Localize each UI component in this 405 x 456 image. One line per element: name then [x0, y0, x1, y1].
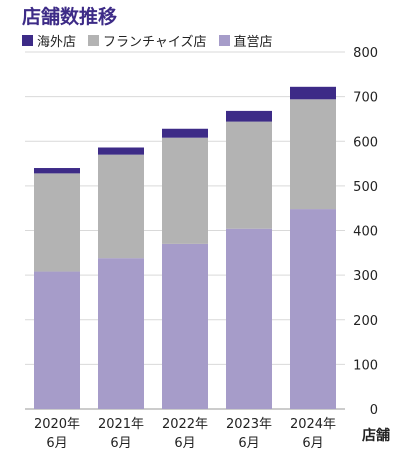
x-tick-label: 2021年: [98, 417, 144, 432]
y-tick-label: 500: [353, 180, 378, 195]
x-tick-label: 2020年: [34, 417, 80, 432]
y-axis-label: 店舗: [362, 427, 390, 444]
legend-item: 海外店: [22, 31, 76, 50]
bar-segment-フランチャイズ店: [162, 137, 208, 244]
x-tick-label: 6月: [174, 436, 195, 451]
y-tick-label: 600: [353, 135, 378, 150]
legend-swatch: [22, 35, 33, 46]
bar-segment-海外店: [34, 168, 80, 174]
legend-item: 直営店: [218, 31, 273, 50]
y-tick-label: 100: [353, 358, 378, 373]
bar-segment-直営店: [226, 228, 272, 409]
x-tick-label: 2022年: [162, 417, 208, 432]
bar-segment-海外店: [290, 86, 336, 100]
bar-segment-直営店: [98, 258, 144, 409]
y-tick-label: 800: [353, 46, 378, 61]
bar-segment-フランチャイズ店: [34, 173, 80, 272]
x-tick-label: 6月: [238, 436, 259, 451]
y-tick-label: 700: [353, 91, 378, 106]
legend-label: 海外店: [37, 35, 77, 50]
bar-segment-直営店: [34, 271, 80, 409]
bar-segment-フランチャイズ店: [226, 121, 272, 229]
legend-swatch: [88, 35, 100, 46]
x-tick-label: 6月: [302, 436, 323, 451]
bar-segment-直営店: [290, 209, 336, 409]
bar-segment-海外店: [98, 147, 144, 155]
legend-item: フランチャイズ店: [88, 31, 207, 50]
bar-segment-海外店: [226, 110, 272, 122]
bar-segment-海外店: [162, 128, 208, 138]
y-tick-label: 400: [353, 225, 378, 240]
legend-swatch: [218, 35, 230, 46]
legend-label: 直営店: [233, 35, 273, 50]
chart-title: 店舗数推移: [22, 6, 118, 28]
y-tick-label: 0: [370, 403, 378, 418]
x-tick-label: 2023年: [226, 417, 272, 432]
bar-segment-フランチャイズ店: [98, 154, 144, 259]
x-tick-label: 6月: [110, 436, 131, 451]
x-tick-label: 6月: [46, 436, 67, 451]
legend-label: フランチャイズ店: [103, 35, 207, 50]
bar-segment-直営店: [162, 243, 208, 409]
x-tick-label: 2024年: [290, 417, 336, 432]
bar-segment-フランチャイズ店: [290, 99, 336, 210]
y-tick-label: 200: [353, 314, 378, 329]
legend: 海外店 フランチャイズ店 直営店: [22, 31, 285, 50]
y-tick-label: 300: [353, 269, 378, 284]
